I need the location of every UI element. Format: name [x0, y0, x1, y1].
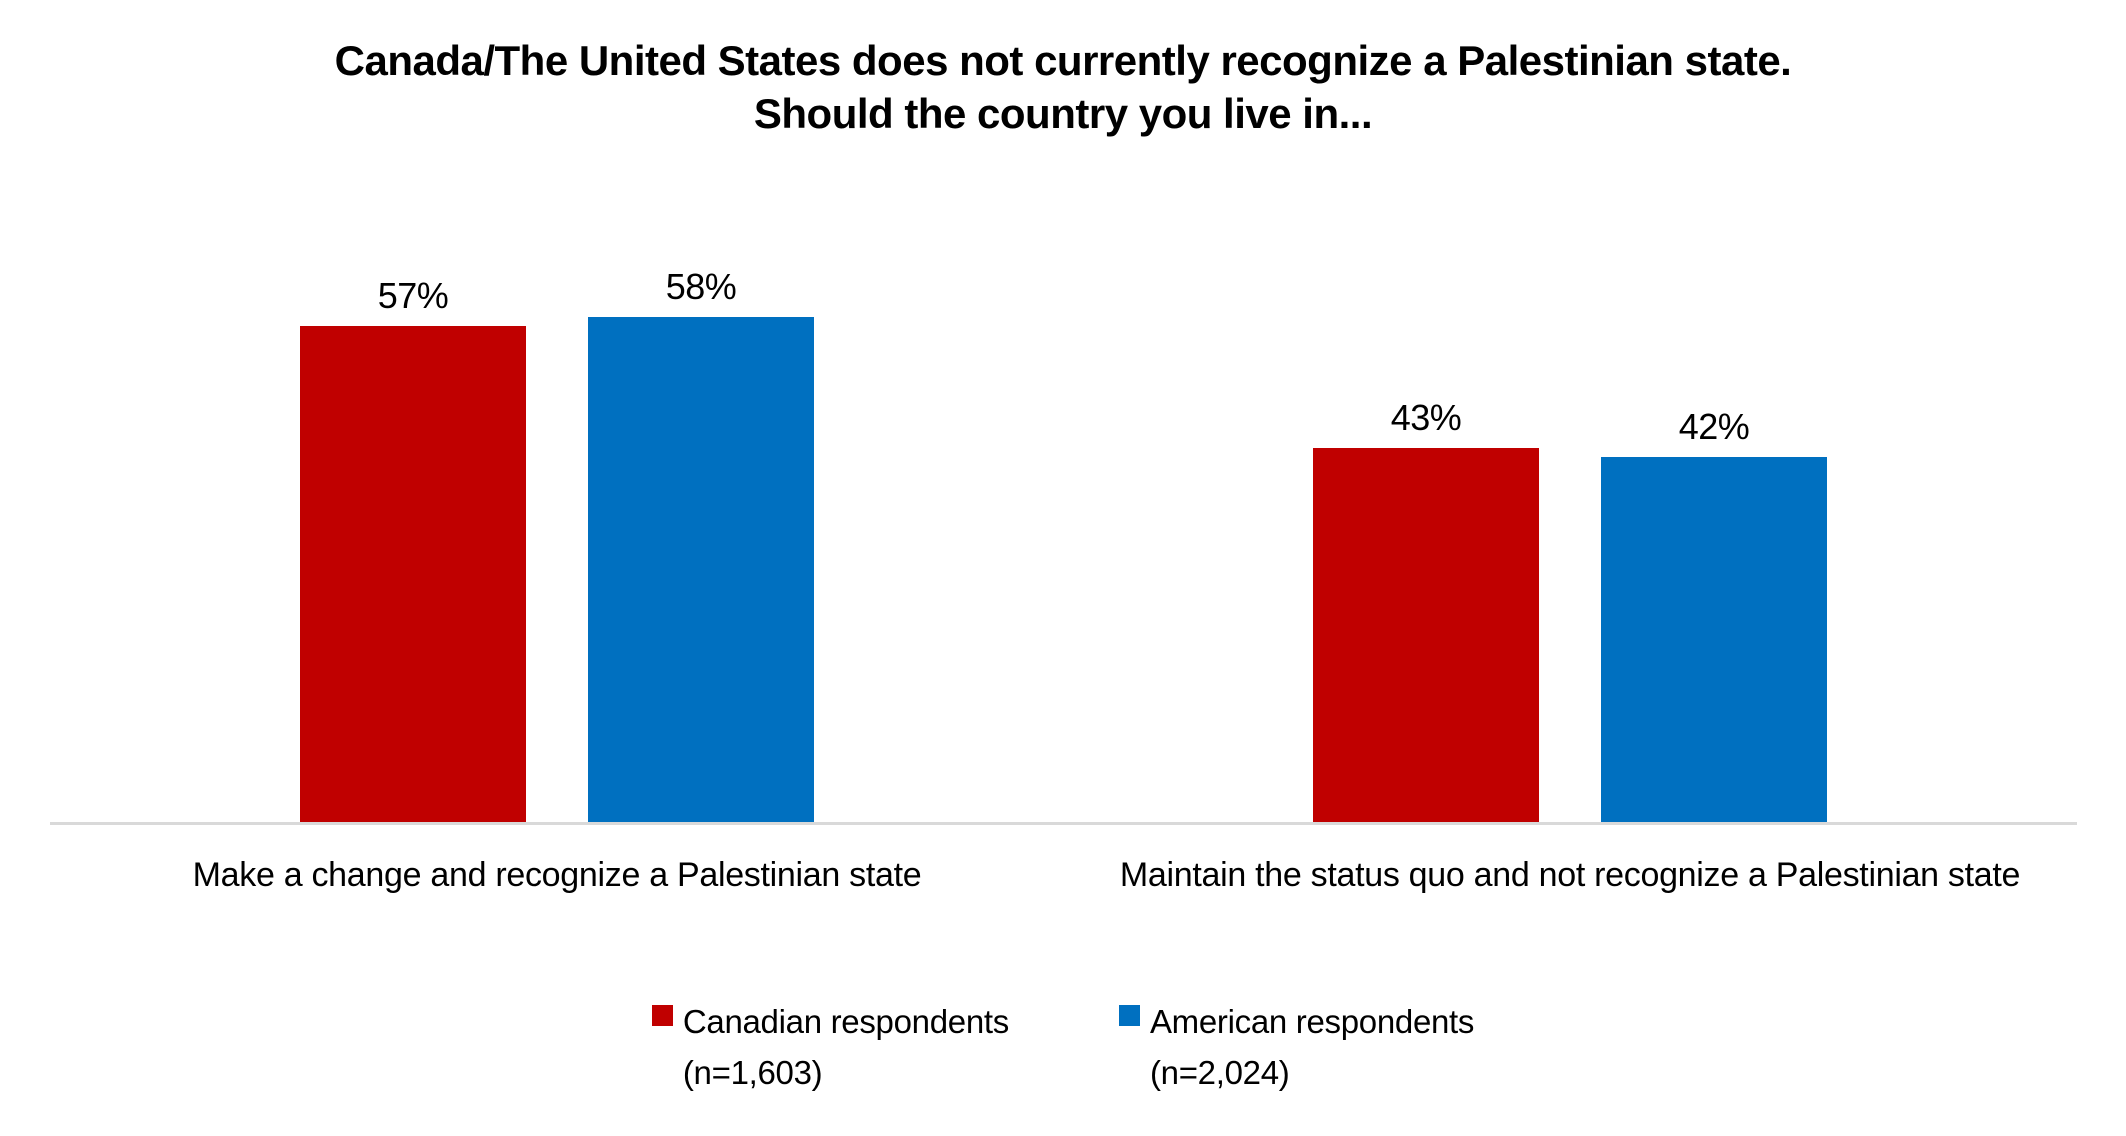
legend-text: American respondents (n=2,024): [1150, 996, 1474, 1098]
value-label-canadian-respondents-cat0: 57%: [377, 275, 449, 316]
value-label-canadian-respondents-cat1: 43%: [1390, 397, 1462, 438]
legend-swatch-icon: [1118, 1005, 1140, 1026]
bar-canadian-respondents-cat1: [1313, 448, 1539, 822]
legend-text: Canadian respondents (n=1,603): [683, 996, 1009, 1098]
legend-label: American respondents: [1149, 1003, 1475, 1040]
chart-title-line2: Should the country you live in...: [753, 90, 1373, 137]
legend-swatch-icon: [651, 1005, 673, 1026]
legend-sublabel: (n=2,024): [1149, 1054, 1290, 1091]
chart-title: Canada/The United States does not curren…: [0, 34, 2126, 140]
legend-item-canadian-respondents: Canadian respondents (n=1,603): [651, 996, 1009, 1098]
value-label-american-respondents-cat0: 58%: [665, 266, 737, 307]
legend-item-american-respondents: American respondents (n=2,024): [1118, 996, 1474, 1098]
value-label-american-respondents-cat1: 42%: [1678, 406, 1750, 447]
legend-label: Canadian respondents: [682, 1003, 1009, 1040]
bar-american-respondents-cat1: [1601, 457, 1827, 822]
legend: Canadian respondents (n=1,603) American re…: [0, 996, 2126, 1098]
legend-sublabel: (n=1,603): [682, 1054, 823, 1091]
category-label-1: Maintain the status quo and not recogniz…: [1119, 856, 2021, 894]
bar-american-respondents-cat0: [588, 317, 814, 822]
bar-canadian-respondents-cat0: [300, 326, 526, 822]
x-axis-baseline: [50, 822, 2077, 825]
chart-title-line1: Canada/The United States does not curren…: [334, 37, 1792, 84]
category-label-0: Make a change and recognize a Palestinia…: [192, 856, 922, 894]
